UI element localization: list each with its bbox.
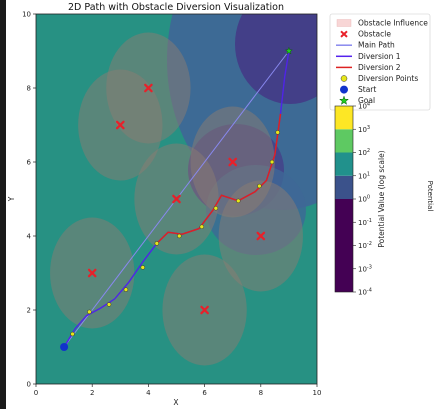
legend-item: Goal xyxy=(339,95,375,105)
colorbar-tick-label: 100 xyxy=(358,195,370,204)
diversion-point-6 xyxy=(154,241,160,246)
obstacle-marker-7 xyxy=(200,305,209,315)
plot-area: 0 2 4 6 8 10 0 2 4 6 8 10 X Y xyxy=(7,11,322,408)
legend-swatch xyxy=(340,75,348,82)
goal-marker xyxy=(284,46,293,55)
left-edge-strip xyxy=(0,0,6,409)
x-tick-label: 0 xyxy=(34,389,38,397)
diversion-point-2 xyxy=(87,309,92,315)
start-marker xyxy=(60,343,69,351)
diversion-point-3 xyxy=(106,302,112,307)
colorbar-label: Potential Value (log scale) xyxy=(377,150,386,247)
colorbar-band xyxy=(335,175,353,199)
legend-label: Diversion 2 xyxy=(358,63,401,72)
diversion-point-11 xyxy=(257,183,262,189)
legend-item: Diversion 2 xyxy=(336,63,401,72)
x-tick-label: 4 xyxy=(146,389,151,397)
diversion-point-10 xyxy=(236,198,241,204)
y-tick-label: 4 xyxy=(27,233,32,241)
legend-swatch xyxy=(340,30,348,38)
colorbar-tick-label: 103 xyxy=(358,125,370,134)
colorbar-tick-label: 10-1 xyxy=(358,218,372,227)
diversion-point-12 xyxy=(269,159,275,165)
obstacle-marker-1 xyxy=(144,83,153,93)
diversion-point-9 xyxy=(213,206,219,211)
diversion-point-13 xyxy=(275,130,280,135)
colorbar-tick-label: 10-3 xyxy=(358,264,372,273)
x-tick-label: 6 xyxy=(202,389,207,397)
legend-swatch xyxy=(336,19,352,27)
legend: Obstacle Influence Obstacle Main Path Diver… xyxy=(329,13,431,111)
obstacle-marker-4 xyxy=(172,194,181,204)
y-tick-label: 8 xyxy=(27,85,31,93)
colorbar-band xyxy=(335,199,353,292)
x-tick-label: 8 xyxy=(259,389,263,397)
obstacle-marker-5 xyxy=(256,231,266,241)
legend-label: Start xyxy=(358,85,376,94)
legend-item: Diversion 1 xyxy=(336,52,401,61)
legend-label: Obstacle xyxy=(358,30,391,39)
legend-item: Main Path xyxy=(336,41,395,50)
colorbar-band xyxy=(335,152,353,176)
colorbar-tick-label: 102 xyxy=(358,148,370,157)
diversion-point-1 xyxy=(70,331,75,337)
x-tick-label: 10 xyxy=(313,389,322,397)
legend-label: Diversion 1 xyxy=(358,52,401,61)
x-tick-label: 2 xyxy=(90,389,94,397)
x-axis-label: X xyxy=(173,398,178,407)
obstacle-marker-2 xyxy=(115,120,125,130)
potential-region-goal xyxy=(235,14,317,104)
y-tick-label: 0 xyxy=(27,381,31,389)
legend-swatch xyxy=(340,85,348,94)
legend-label: Diversion Points xyxy=(358,74,418,83)
diversion-2-line xyxy=(156,113,282,244)
colorbar-tick-label: 10-4 xyxy=(358,288,372,297)
legend-item: Obstacle xyxy=(340,30,391,39)
y-tick-label: 10 xyxy=(22,11,31,19)
obstacle-marker-3 xyxy=(228,157,237,167)
y-tick-label: 2 xyxy=(27,307,31,315)
diversion-point-8 xyxy=(199,224,205,229)
y-axis-label: Y xyxy=(7,196,16,202)
legend-box xyxy=(329,13,431,111)
legend-label: Obstacle Influence xyxy=(358,19,428,28)
legend-label: Main Path xyxy=(358,41,395,50)
diversion-point-5 xyxy=(140,265,146,270)
plot-frame xyxy=(35,13,318,385)
side-label: Potential xyxy=(426,181,434,212)
legend-item: Start xyxy=(340,85,376,94)
colorbar-band xyxy=(335,129,353,153)
legend-label: Goal xyxy=(358,96,375,105)
legend-item: Obstacle Influence xyxy=(336,19,428,28)
diversion-point-7 xyxy=(177,233,182,239)
colorbar: 10-4 10-3 10-2 10-1 100 101 102 103 104 Potentia… xyxy=(334,102,386,297)
colorbar-tick-label: 101 xyxy=(358,171,370,180)
legend-swatch xyxy=(339,95,349,105)
diversion-point-4 xyxy=(123,287,129,292)
chart-title: 2D Path with Obstacle Diversion Visualiz… xyxy=(68,2,284,13)
y-tick-label: 6 xyxy=(27,159,32,167)
colorbar-tick-label: 104 xyxy=(358,102,370,111)
legend-item: Diversion Points xyxy=(340,74,418,83)
colorbar-band xyxy=(335,106,353,130)
colorbar-tick-label: 10-2 xyxy=(358,241,372,250)
obstacle-marker-6 xyxy=(87,268,97,278)
